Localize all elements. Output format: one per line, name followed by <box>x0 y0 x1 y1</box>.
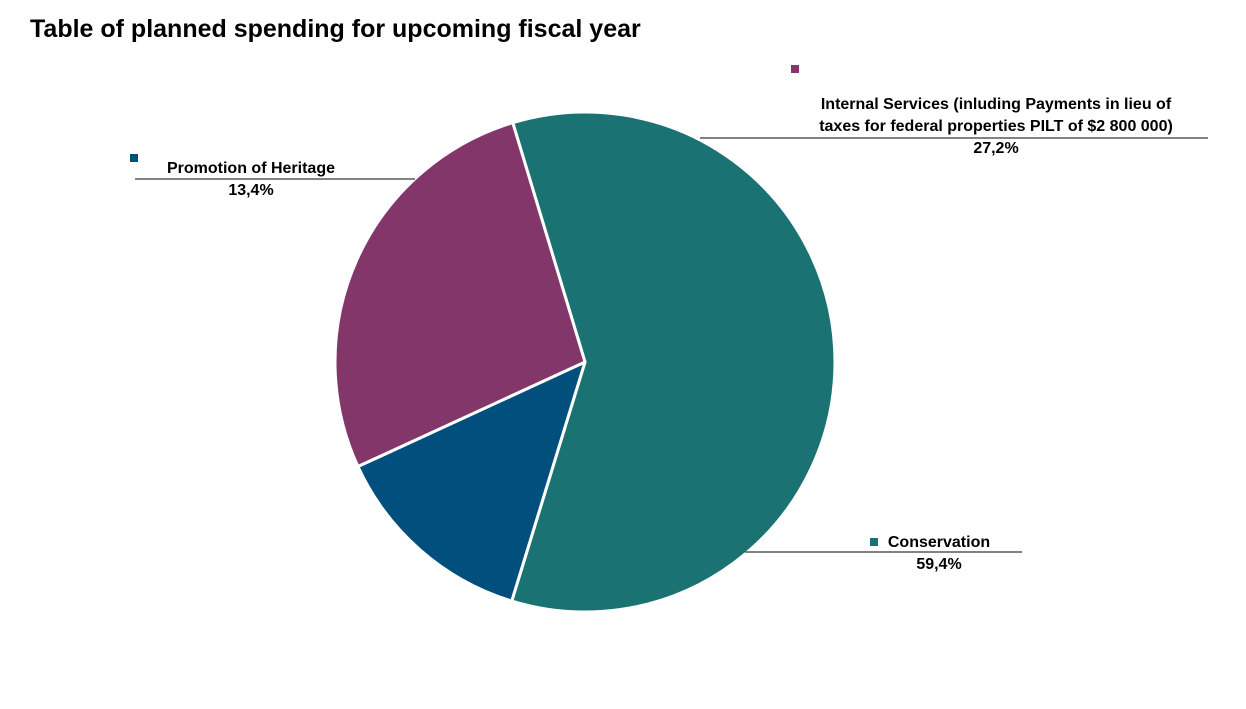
slice-name-line-2: taxes for federal properties PILT of $2 … <box>819 118 1173 135</box>
slice-name-line-1: Internal Services (inluding Payments in … <box>820 96 1172 113</box>
swatch-internal-services <box>791 65 799 73</box>
pie-slice-promotion-of-heritage <box>356 360 587 603</box>
label-conservation: Conservation 59,4% <box>878 532 1000 576</box>
swatch-conservation <box>870 538 878 546</box>
slice-value: 27,2% <box>973 140 1019 157</box>
slice-value: 59,4% <box>916 556 962 573</box>
slice-value: 13,4% <box>228 182 274 199</box>
chart-title: Table of planned spending for upcoming f… <box>30 15 641 43</box>
swatch-promotion-of-heritage <box>130 154 138 162</box>
pie-slice-conservation <box>510 110 837 614</box>
label-promotion-of-heritage: Promotion of Heritage 13,4% <box>140 158 362 202</box>
slice-name: Promotion of Heritage <box>166 160 335 177</box>
slice-name: Conservation <box>887 534 991 551</box>
pie-slice-internal-services <box>333 121 587 469</box>
label-internal-services: Internal Services (inluding Payments in … <box>796 94 1196 160</box>
